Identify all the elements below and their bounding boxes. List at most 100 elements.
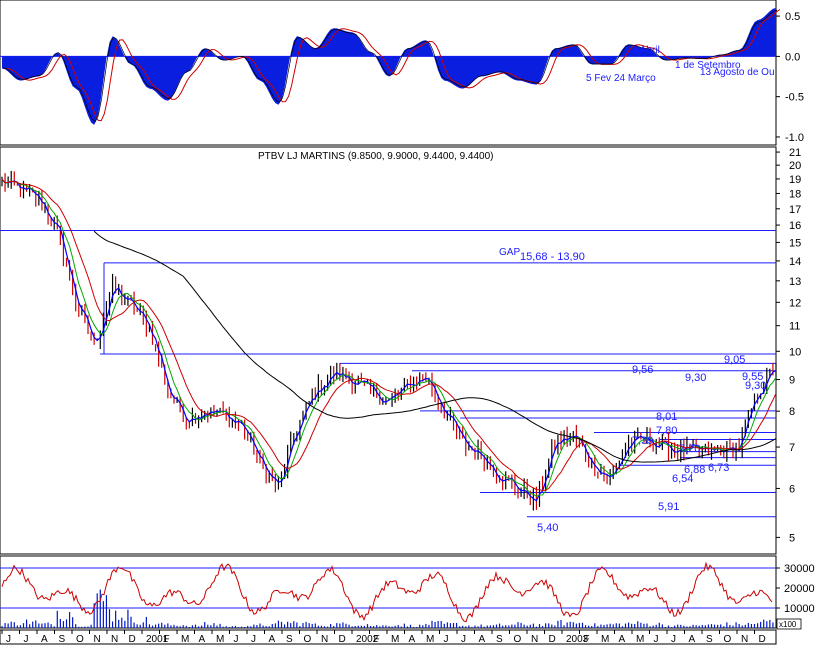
- volume-oscillator-line: [1, 561, 773, 623]
- macd-pane-frame: [0, 0, 777, 146]
- macd-y-tick-label: 0.0: [785, 51, 800, 63]
- time-tick-label: J: [461, 634, 466, 645]
- time-tick-label: M: [426, 634, 434, 645]
- price-y-tick-label: 14: [789, 256, 801, 268]
- macd-annotation-1set: 1 de Setembro: [675, 60, 741, 71]
- time-tick-label: S: [59, 634, 66, 645]
- ma-mid-line: [1, 178, 777, 497]
- time-tick-label: N: [111, 634, 118, 645]
- price-y-tick-label: 16: [789, 220, 801, 232]
- annotation-930: 9,30: [685, 372, 706, 384]
- time-tick-label: M: [636, 634, 644, 645]
- price-y-tick-label: 20: [789, 160, 801, 172]
- time-tick-label: J: [6, 634, 11, 645]
- time-tick-label: M: [601, 634, 609, 645]
- price-pane: PTBV LJ MARTINS (9.8500, 9.9000, 9.4400,…: [0, 146, 801, 555]
- price-y-tick-label: 6: [789, 483, 795, 495]
- volume-pane-frame: [0, 555, 777, 629]
- time-tick-label: N: [94, 634, 101, 645]
- price-y-tick-label: 5: [789, 532, 795, 544]
- macd-pane: 0.5 0.0 -0.5 -1.0 5 Fev 24 Março 3 Abril 1 …: [0, 0, 804, 146]
- time-tick-label: J: [234, 634, 239, 645]
- time-tick-label: N: [741, 634, 748, 645]
- time-tick-label: O: [76, 634, 84, 645]
- volume-y-tick-label: 10000: [784, 603, 815, 615]
- volume-y-tick-label: 30000: [784, 563, 815, 575]
- macd-histogram-area: [2, 8, 776, 125]
- annotation-gap-range: 15,68 - 13,90: [520, 251, 585, 263]
- time-tick-label: O: [304, 634, 312, 645]
- time-tick-label: D: [129, 634, 136, 645]
- price-y-tick-label: 21: [789, 147, 801, 159]
- annotation-673: 6,73: [708, 462, 729, 474]
- ma-long-line: [1, 178, 777, 492]
- annotation-801: 8,01: [656, 411, 677, 423]
- time-tick-label: M: [216, 634, 224, 645]
- price-y-tick-label: 17: [789, 204, 801, 216]
- annotation-956: 9,56: [632, 364, 653, 376]
- time-tick-label: A: [689, 634, 696, 645]
- annotation-739: 7,39: [632, 435, 653, 447]
- price-y-tick-label: 19: [789, 174, 801, 186]
- volume-unit-label: x100: [779, 620, 797, 629]
- time-tick-label: A: [479, 634, 486, 645]
- time-tick-label: A: [409, 634, 416, 645]
- annotation-540: 5,40: [537, 522, 558, 534]
- time-tick-label: A: [619, 634, 626, 645]
- time-tick-label: J: [654, 634, 659, 645]
- price-pane-title: PTBV LJ MARTINS (9.8500, 9.9000, 9.4400,…: [258, 151, 494, 162]
- price-y-tick-label: 12: [789, 297, 801, 309]
- time-tick-label: O: [724, 634, 732, 645]
- macd-y-tick-label: 0.5: [785, 11, 800, 23]
- time-tick-label: A: [269, 634, 276, 645]
- time-tick-label: J: [671, 634, 676, 645]
- price-pane-frame: [0, 146, 777, 555]
- price-y-tick-label: 15: [789, 237, 801, 249]
- time-tick-label: D: [339, 634, 346, 645]
- ma-200-line: [93, 230, 777, 463]
- annotation-654: 6,54: [672, 473, 693, 485]
- price-y-tick-label: 8: [789, 406, 795, 418]
- volume-y-tick-label: 20000: [784, 583, 815, 595]
- annotation-905: 9,05: [724, 354, 745, 366]
- time-tick-label: D: [549, 634, 556, 645]
- annotation-591: 5,91: [658, 501, 679, 513]
- time-tick-label: 2002: [356, 634, 379, 645]
- time-tick-label: 2001: [146, 634, 169, 645]
- time-tick-label: O: [514, 634, 522, 645]
- macd-line: [2, 10, 778, 123]
- time-tick-label: A: [199, 634, 206, 645]
- price-y-tick-label: 13: [789, 276, 801, 288]
- price-y-tick-label: 7: [789, 442, 795, 454]
- price-y-tick-label: 10: [789, 346, 801, 358]
- time-tick-label: F: [164, 634, 170, 645]
- macd-annotation-5fev: 5 Fev: [586, 73, 611, 84]
- time-tick-label: J: [24, 634, 29, 645]
- time-tick-label: D: [759, 634, 766, 645]
- annotation-gap: GAP: [499, 247, 520, 258]
- annotation-780: 7,80: [656, 425, 677, 437]
- macd-annotation-24mar: 24 Março: [614, 73, 656, 84]
- time-tick-label: N: [321, 634, 328, 645]
- annotation-930b: 9,30: [745, 380, 766, 392]
- time-tick-label: M: [391, 634, 399, 645]
- time-tick-label: M: [181, 634, 189, 645]
- time-tick-label: F: [374, 634, 380, 645]
- volume-unit-box: [776, 618, 802, 630]
- time-tick-label: 2003: [566, 634, 589, 645]
- annotation-688: 6,88: [684, 464, 705, 476]
- annotation-955: 9,55: [742, 371, 763, 383]
- time-tick-label: S: [496, 634, 503, 645]
- macd-annotation-13ago: 13 Agosto de Ou: [700, 67, 775, 78]
- time-tick-label: A: [41, 634, 48, 645]
- annotation-720: 7,20: [679, 443, 700, 455]
- price-y-tick-label: 11: [789, 321, 800, 333]
- time-tick-label: F: [584, 634, 590, 645]
- time-axis-frame: [0, 629, 777, 645]
- macd-y-tick-label: -0.5: [785, 92, 804, 104]
- macd-annotation-3abr: 3 Abril: [632, 45, 660, 56]
- volume-pane: 30000 20000 10000 x100: [0, 555, 815, 630]
- time-tick-label: J: [444, 634, 449, 645]
